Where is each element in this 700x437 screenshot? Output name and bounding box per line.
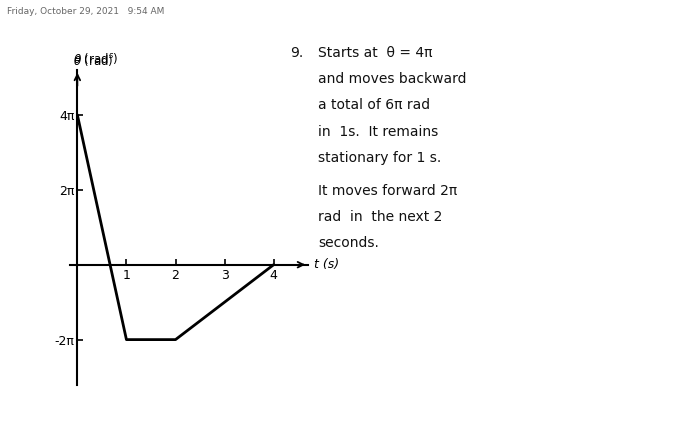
Text: 9.: 9.	[290, 46, 304, 60]
Text: rad  in  the next 2: rad in the next 2	[318, 210, 443, 224]
Text: Starts at  θ = 4π: Starts at θ = 4π	[318, 46, 433, 60]
Text: t (s): t (s)	[314, 258, 339, 271]
Text: in  1s.  It remains: in 1s. It remains	[318, 125, 439, 139]
Text: Friday, October 29, 2021   9:54 AM: Friday, October 29, 2021 9:54 AM	[7, 7, 164, 16]
Text: $\theta$ (rad$^{s}$): $\theta$ (rad$^{s}$)	[74, 51, 119, 66]
Text: a total of 6π rad: a total of 6π rad	[318, 98, 430, 112]
Text: $\theta$ (rad): $\theta$ (rad)	[74, 52, 114, 68]
Text: stationary for 1 s.: stationary for 1 s.	[318, 151, 442, 165]
Text: It moves forward 2π: It moves forward 2π	[318, 184, 458, 198]
Text: and moves backward: and moves backward	[318, 72, 467, 86]
Text: seconds.: seconds.	[318, 236, 379, 250]
